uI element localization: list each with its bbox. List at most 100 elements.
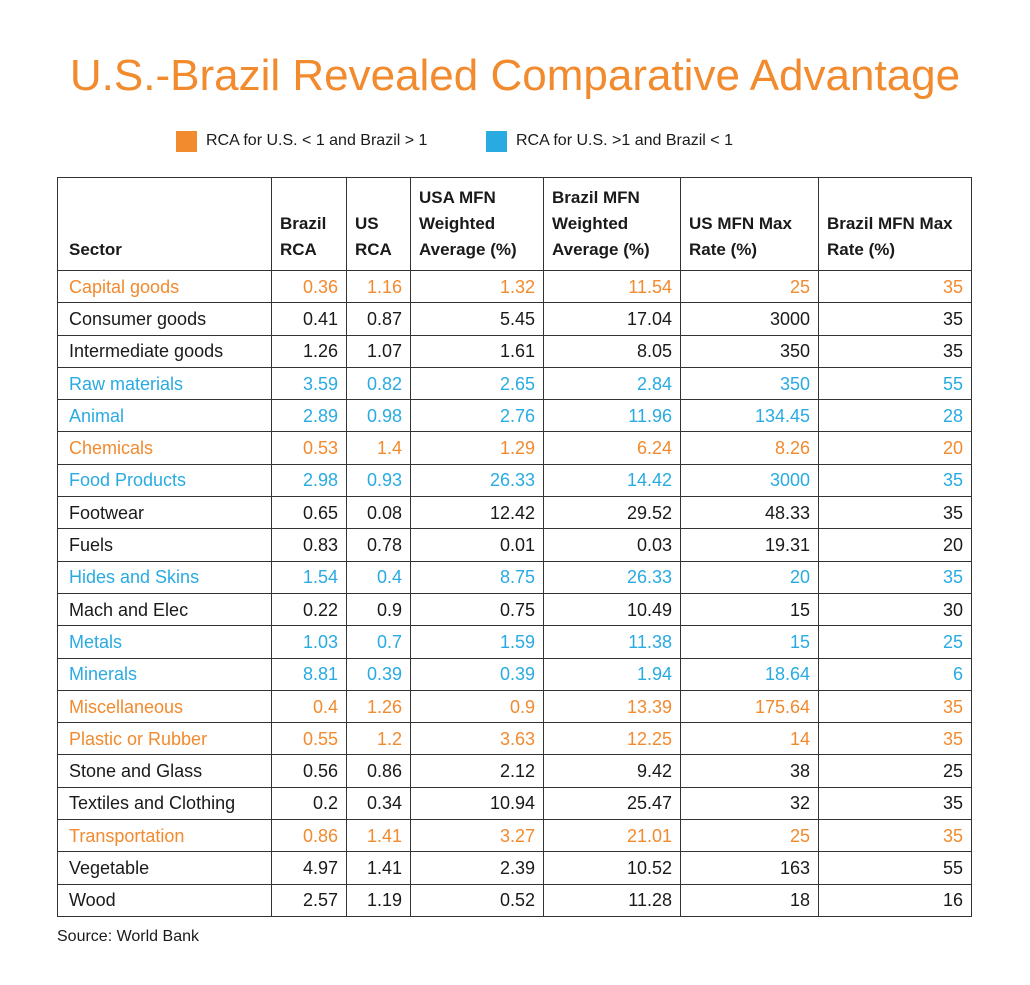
cell-sector: Animal bbox=[57, 399, 272, 433]
cell-brazil-rca: 4.97 bbox=[271, 851, 347, 885]
cell-us-mfn-max-rate: 134.45 bbox=[680, 399, 819, 433]
cell-us-mfn-max-rate: 32 bbox=[680, 786, 819, 821]
cell-brazil-mfn-max-rate: 25 bbox=[818, 754, 972, 788]
cell-brazil-mfn-max-rate: 35 bbox=[818, 463, 972, 498]
table-row: Wood 2.57 1.19 0.52 11.28 18 16 bbox=[57, 883, 972, 917]
cell-us-mfn-max-rate: 3000 bbox=[680, 302, 819, 336]
cell-brazil-mfn-max-rate: 35 bbox=[818, 722, 972, 756]
table-row: Stone and Glass 0.56 0.86 2.12 9.42 38 25 bbox=[57, 754, 972, 788]
cell-usa-mfn-weighted-average: 26.33 bbox=[410, 463, 544, 498]
cell-brazil-mfn-max-rate: 55 bbox=[818, 366, 972, 401]
cell-usa-mfn-weighted-average: 10.94 bbox=[410, 786, 544, 821]
cell-brazil-rca: 0.83 bbox=[271, 528, 347, 562]
cell-brazil-mfn-weighted-average: 17.04 bbox=[543, 302, 681, 336]
cell-brazil-rca: 0.22 bbox=[271, 592, 347, 627]
cell-sector: Hides and Skins bbox=[57, 560, 272, 594]
cell-us-mfn-max-rate: 8.26 bbox=[680, 431, 819, 465]
cell-brazil-mfn-max-rate: 35 bbox=[818, 819, 972, 853]
cell-brazil-mfn-max-rate: 20 bbox=[818, 528, 972, 562]
cell-us-mfn-max-rate: 15 bbox=[680, 625, 819, 659]
cell-brazil-mfn-weighted-average: 11.38 bbox=[543, 625, 681, 659]
cell-us-mfn-max-rate: 175.64 bbox=[680, 689, 819, 724]
cell-brazil-mfn-weighted-average: 10.49 bbox=[543, 592, 681, 627]
cell-us-rca: 1.16 bbox=[346, 269, 411, 304]
cell-us-rca: 0.08 bbox=[346, 496, 411, 530]
cell-sector: Mach and Elec bbox=[57, 592, 272, 627]
cell-us-mfn-max-rate: 18.64 bbox=[680, 657, 819, 691]
cell-us-mfn-max-rate: 38 bbox=[680, 754, 819, 788]
cell-us-rca: 0.86 bbox=[346, 754, 411, 788]
cell-us-rca: 0.7 bbox=[346, 625, 411, 659]
cell-brazil-mfn-max-rate: 16 bbox=[818, 883, 972, 917]
table-row: Metals 1.03 0.7 1.59 11.38 15 25 bbox=[57, 625, 972, 659]
cell-brazil-mfn-weighted-average: 14.42 bbox=[543, 463, 681, 498]
table-row: Raw materials 3.59 0.82 2.65 2.84 350 55 bbox=[57, 366, 972, 401]
cell-brazil-mfn-weighted-average: 13.39 bbox=[543, 689, 681, 724]
cell-us-rca: 1.41 bbox=[346, 819, 411, 853]
source-note: Source: World Bank bbox=[57, 928, 199, 945]
table-row: Footwear 0.65 0.08 12.42 29.52 48.33 35 bbox=[57, 496, 972, 530]
table-row: Food Products 2.98 0.93 26.33 14.42 3000 35 bbox=[57, 463, 972, 498]
cell-brazil-mfn-weighted-average: 25.47 bbox=[543, 786, 681, 821]
cell-usa-mfn-weighted-average: 0.52 bbox=[410, 883, 544, 917]
cell-us-rca: 0.98 bbox=[346, 399, 411, 433]
cell-us-rca: 1.4 bbox=[346, 431, 411, 465]
cell-brazil-mfn-max-rate: 20 bbox=[818, 431, 972, 465]
cell-usa-mfn-weighted-average: 1.61 bbox=[410, 334, 544, 368]
cell-brazil-rca: 3.59 bbox=[271, 366, 347, 401]
cell-brazil-mfn-max-rate: 25 bbox=[818, 625, 972, 659]
cell-sector: Consumer goods bbox=[57, 302, 272, 336]
column-header-brazil-mfn-weighted-average: Brazil MFN Weighted Average (%) bbox=[543, 177, 681, 271]
cell-brazil-rca: 2.89 bbox=[271, 399, 347, 433]
cell-usa-mfn-weighted-average: 2.12 bbox=[410, 754, 544, 788]
column-header-brazil-mfn-max-rate: Brazil MFN Max Rate (%) bbox=[818, 177, 972, 271]
cell-brazil-mfn-weighted-average: 2.84 bbox=[543, 366, 681, 401]
cell-brazil-mfn-max-rate: 55 bbox=[818, 851, 972, 885]
cell-brazil-rca: 0.36 bbox=[271, 269, 347, 304]
cell-brazil-rca: 0.53 bbox=[271, 431, 347, 465]
cell-us-rca: 1.07 bbox=[346, 334, 411, 368]
cell-sector: Metals bbox=[57, 625, 272, 659]
cell-us-mfn-max-rate: 14 bbox=[680, 722, 819, 756]
table-row: Textiles and Clothing 0.2 0.34 10.94 25.47 32… bbox=[57, 786, 972, 821]
cell-us-rca: 1.19 bbox=[346, 883, 411, 917]
cell-us-mfn-max-rate: 25 bbox=[680, 269, 819, 304]
cell-us-mfn-max-rate: 15 bbox=[680, 592, 819, 627]
cell-brazil-rca: 2.98 bbox=[271, 463, 347, 498]
cell-brazil-rca: 0.4 bbox=[271, 689, 347, 724]
table-row: Capital goods 0.36 1.16 1.32 11.54 25 35 bbox=[57, 269, 972, 304]
legend-item-blue: RCA for U.S. >1 and Brazil < 1 bbox=[486, 128, 733, 154]
cell-usa-mfn-weighted-average: 12.42 bbox=[410, 496, 544, 530]
cell-brazil-mfn-max-rate: 6 bbox=[818, 657, 972, 691]
cell-brazil-mfn-weighted-average: 8.05 bbox=[543, 334, 681, 368]
cell-usa-mfn-weighted-average: 2.65 bbox=[410, 366, 544, 401]
cell-brazil-rca: 0.2 bbox=[271, 786, 347, 821]
cell-brazil-mfn-max-rate: 30 bbox=[818, 592, 972, 627]
cell-sector: Vegetable bbox=[57, 851, 272, 885]
cell-brazil-mfn-max-rate: 35 bbox=[818, 689, 972, 724]
cell-brazil-rca: 0.56 bbox=[271, 754, 347, 788]
cell-sector: Miscellaneous bbox=[57, 689, 272, 724]
cell-us-mfn-max-rate: 48.33 bbox=[680, 496, 819, 530]
column-header-us-rca: US RCA bbox=[346, 177, 411, 271]
cell-brazil-mfn-weighted-average: 6.24 bbox=[543, 431, 681, 465]
cell-brazil-mfn-weighted-average: 0.03 bbox=[543, 528, 681, 562]
table-row: Minerals 8.81 0.39 0.39 1.94 18.64 6 bbox=[57, 657, 972, 691]
cell-us-rca: 0.9 bbox=[346, 592, 411, 627]
legend-label-blue: RCA for U.S. >1 and Brazil < 1 bbox=[516, 132, 733, 149]
table-row: Fuels 0.83 0.78 0.01 0.03 19.31 20 bbox=[57, 528, 972, 562]
cell-sector: Textiles and Clothing bbox=[57, 786, 272, 821]
cell-us-mfn-max-rate: 163 bbox=[680, 851, 819, 885]
cell-sector: Footwear bbox=[57, 496, 272, 530]
cell-sector: Minerals bbox=[57, 657, 272, 691]
cell-us-mfn-max-rate: 25 bbox=[680, 819, 819, 853]
cell-us-mfn-max-rate: 350 bbox=[680, 334, 819, 368]
cell-usa-mfn-weighted-average: 0.39 bbox=[410, 657, 544, 691]
cell-usa-mfn-weighted-average: 8.75 bbox=[410, 560, 544, 594]
cell-us-rca: 0.4 bbox=[346, 560, 411, 594]
column-header-usa-mfn-weighted-average: USA MFN Weighted Average (%) bbox=[410, 177, 544, 271]
cell-sector: Plastic or Rubber bbox=[57, 722, 272, 756]
table-row: Plastic or Rubber 0.55 1.2 3.63 12.25 14 35 bbox=[57, 722, 972, 756]
cell-us-rca: 0.82 bbox=[346, 366, 411, 401]
table-row: Transportation 0.86 1.41 3.27 21.01 25 35 bbox=[57, 819, 972, 853]
